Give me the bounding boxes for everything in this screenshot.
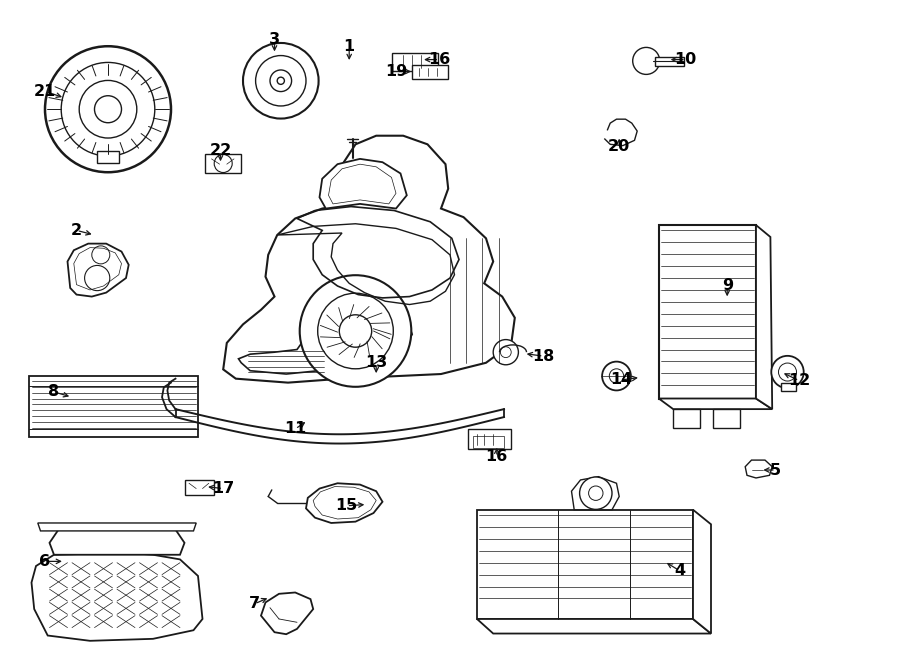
Polygon shape [693, 510, 711, 634]
Text: 21: 21 [34, 84, 56, 99]
Circle shape [778, 363, 796, 381]
Circle shape [602, 361, 631, 391]
Circle shape [61, 62, 155, 156]
Text: 18: 18 [533, 349, 554, 363]
Circle shape [771, 356, 804, 388]
Polygon shape [320, 159, 407, 209]
Bar [205, 154, 241, 173]
Bar [29, 376, 198, 437]
Text: 8: 8 [49, 385, 59, 399]
Polygon shape [38, 523, 196, 531]
Text: 6: 6 [40, 554, 50, 569]
Text: 13: 13 [365, 355, 387, 370]
Circle shape [256, 56, 306, 106]
Circle shape [318, 293, 393, 369]
Text: 5: 5 [770, 463, 781, 477]
Text: 10: 10 [675, 52, 697, 67]
Circle shape [94, 96, 122, 122]
Text: 1: 1 [344, 39, 355, 54]
Text: 7: 7 [249, 596, 260, 611]
Text: 15: 15 [336, 498, 357, 513]
Circle shape [589, 486, 603, 500]
Circle shape [243, 43, 319, 118]
Circle shape [270, 70, 292, 91]
Bar [655, 57, 684, 66]
Polygon shape [261, 592, 313, 634]
Polygon shape [477, 619, 711, 634]
Text: 20: 20 [608, 140, 630, 154]
Bar [472, 436, 504, 448]
Circle shape [500, 347, 511, 357]
Bar [97, 151, 119, 163]
Bar [392, 53, 438, 71]
Bar [713, 409, 740, 428]
Bar [412, 65, 448, 79]
Bar [184, 480, 214, 495]
Text: 17: 17 [212, 481, 234, 496]
Circle shape [92, 246, 110, 264]
Polygon shape [306, 483, 382, 523]
Text: 2: 2 [71, 223, 82, 238]
Circle shape [493, 340, 518, 365]
Polygon shape [756, 225, 772, 409]
Polygon shape [223, 136, 515, 383]
Text: 22: 22 [210, 144, 231, 158]
Circle shape [633, 48, 660, 74]
Bar [673, 409, 700, 428]
Circle shape [300, 275, 411, 387]
Text: 14: 14 [610, 373, 632, 387]
Circle shape [85, 265, 110, 291]
Circle shape [609, 369, 624, 383]
Polygon shape [572, 477, 619, 510]
Circle shape [339, 315, 372, 347]
Text: 3: 3 [269, 32, 280, 47]
Bar [477, 510, 693, 619]
Polygon shape [50, 530, 184, 555]
Polygon shape [745, 460, 772, 478]
Text: 19: 19 [385, 64, 407, 79]
Bar [659, 225, 756, 399]
Text: 9: 9 [722, 279, 733, 293]
Circle shape [277, 77, 284, 84]
Bar [781, 383, 796, 391]
Circle shape [214, 154, 232, 173]
Circle shape [79, 80, 137, 138]
Polygon shape [32, 553, 202, 641]
Bar [468, 429, 511, 449]
Text: 11: 11 [284, 422, 306, 436]
Polygon shape [68, 244, 129, 297]
Text: 12: 12 [788, 373, 810, 388]
Text: 16: 16 [486, 449, 508, 464]
Text: 16: 16 [428, 52, 450, 67]
Text: 4: 4 [674, 563, 685, 578]
Circle shape [45, 46, 171, 172]
Polygon shape [659, 399, 772, 409]
Circle shape [580, 477, 612, 509]
